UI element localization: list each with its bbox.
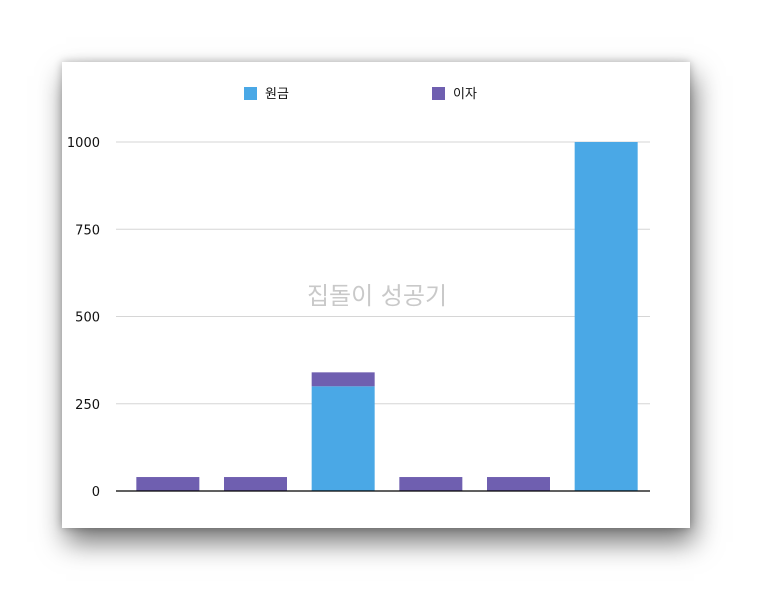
bar-marks bbox=[136, 142, 638, 491]
bar-interest-1 bbox=[136, 477, 200, 491]
legend-swatch-principal bbox=[244, 87, 257, 100]
legend-swatch-interest bbox=[432, 87, 445, 100]
watermark-text: 집돌이 성공기 bbox=[307, 282, 447, 310]
legend: 원금 이자 bbox=[244, 87, 477, 102]
y-tick-label: 500 bbox=[75, 311, 100, 326]
y-tick-label: 250 bbox=[75, 398, 100, 413]
bar-interest-2 bbox=[224, 477, 287, 491]
legend-label-interest: 이자 bbox=[453, 87, 477, 102]
bar-principal-6 bbox=[574, 142, 638, 491]
bar-principal-3 bbox=[311, 386, 375, 491]
y-tick-label: 0 bbox=[92, 485, 100, 500]
bar-interest-3 bbox=[311, 372, 375, 387]
y-axis-ticks: 0 250 500 750 1000 bbox=[67, 136, 100, 500]
y-tick-label: 750 bbox=[75, 223, 100, 238]
bar-interest-4 bbox=[399, 477, 463, 491]
grid-lines bbox=[116, 141, 650, 405]
legend-label-principal: 원금 bbox=[265, 87, 289, 102]
bar-interest-5 bbox=[487, 477, 550, 491]
y-tick-label: 1000 bbox=[67, 136, 100, 151]
